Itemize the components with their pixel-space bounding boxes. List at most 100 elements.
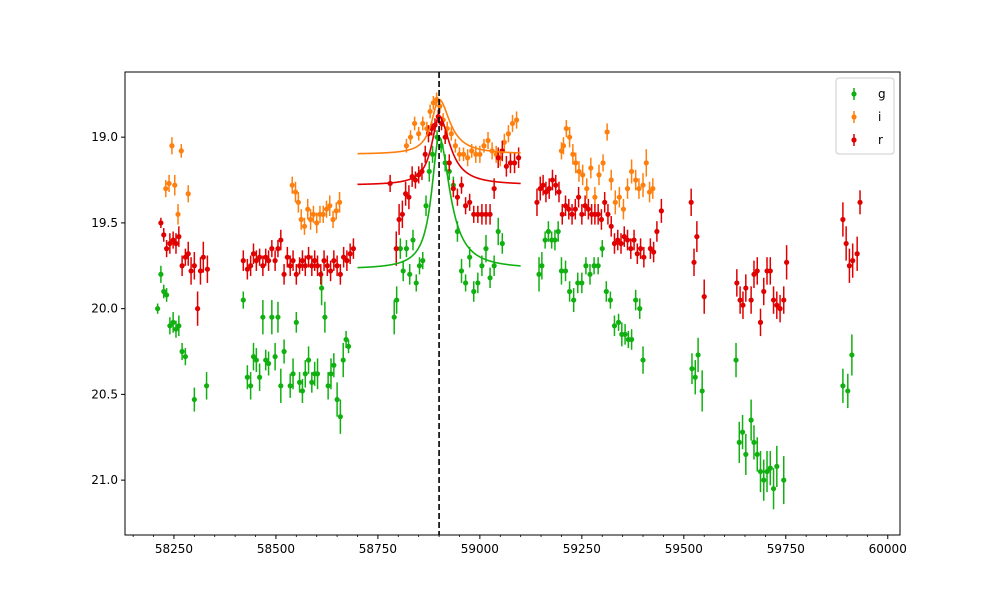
- data-point-i-5: [178, 148, 184, 154]
- data-point-i-70: [624, 186, 631, 192]
- series-i: [163, 92, 656, 235]
- data-point-g-106: [692, 374, 698, 380]
- data-point-r-34: [296, 263, 303, 269]
- data-point-g-119: [767, 465, 773, 471]
- data-point-r-133: [748, 297, 754, 303]
- model-curve-1: [357, 115, 521, 186]
- data-point-g-18: [260, 314, 266, 320]
- data-point-i-43: [481, 143, 487, 149]
- data-point-g-117: [761, 477, 767, 483]
- data-point-g-46: [391, 314, 397, 320]
- data-point-i-36: [452, 143, 458, 149]
- data-point-r-38: [309, 263, 315, 269]
- data-point-r-109: [605, 211, 611, 217]
- data-point-r-142: [777, 306, 783, 312]
- data-point-i-50: [509, 120, 516, 127]
- y-tick-label-2: 20.0: [91, 302, 118, 316]
- data-point-g-28: [293, 319, 299, 325]
- legend-label-r: r: [878, 133, 883, 147]
- data-point-r-33: [293, 271, 299, 277]
- data-point-g-73: [491, 263, 497, 269]
- data-point-r-72: [458, 182, 465, 188]
- data-point-r-20: [253, 258, 259, 264]
- data-point-r-96: [562, 203, 569, 209]
- data-point-r-93: [553, 182, 559, 188]
- data-point-g-51: [407, 271, 413, 277]
- data-point-g-123: [840, 383, 846, 389]
- data-point-r-88: [537, 186, 543, 192]
- data-point-r-97: [566, 206, 572, 212]
- data-point-r-31: [287, 263, 293, 269]
- data-point-r-40: [314, 263, 321, 269]
- data-point-g-71: [483, 246, 489, 252]
- data-point-r-10: [188, 268, 194, 274]
- data-point-r-134: [751, 271, 757, 277]
- data-point-r-39: [312, 258, 318, 264]
- data-point-g-96: [611, 323, 618, 329]
- data-point-i-0: [163, 186, 169, 192]
- data-point-g-48: [397, 246, 403, 252]
- data-point-g-99: [622, 331, 628, 337]
- data-point-g-83: [558, 268, 565, 274]
- data-point-g-14: [248, 383, 254, 389]
- data-point-r-11: [191, 263, 197, 269]
- data-point-i-69: [620, 206, 627, 212]
- data-point-g-122: [781, 477, 787, 483]
- data-point-r-51: [350, 246, 357, 252]
- data-point-i-76: [646, 189, 653, 195]
- data-point-g-124: [845, 388, 851, 394]
- data-point-r-18: [248, 263, 254, 269]
- data-point-g-67: [467, 254, 473, 260]
- x-tick-label-3: 59000: [461, 542, 499, 556]
- data-point-r-132: [743, 285, 749, 291]
- data-point-r-9: [185, 251, 191, 257]
- data-point-g-121: [774, 463, 780, 470]
- data-point-r-36: [302, 263, 308, 269]
- data-point-g-7: [176, 323, 182, 329]
- data-point-i-40: [469, 148, 475, 154]
- data-point-i-24: [407, 134, 414, 140]
- data-point-g-58: [429, 151, 436, 157]
- y-tick-label-1: 19.5: [91, 216, 118, 230]
- data-point-g-93: [599, 246, 605, 252]
- data-point-g-3: [164, 292, 170, 298]
- data-point-r-110: [608, 223, 614, 229]
- x-tick-label-7: 60000: [869, 542, 907, 556]
- data-point-r-129: [734, 280, 740, 286]
- data-point-g-85: [567, 288, 573, 295]
- data-point-g-115: [754, 451, 760, 458]
- data-point-g-30: [299, 388, 306, 394]
- data-point-g-4: [167, 323, 173, 329]
- data-point-r-108: [602, 199, 608, 205]
- data-point-i-71: [629, 168, 635, 175]
- data-point-i-57: [573, 160, 579, 166]
- data-point-i-19: [327, 203, 333, 209]
- data-point-r-12: [195, 306, 201, 312]
- data-point-r-48: [341, 254, 347, 260]
- data-point-i-54: [563, 125, 569, 132]
- y-tick-label-0: 19.0: [91, 130, 118, 144]
- data-point-g-120: [770, 486, 777, 492]
- legend-marker-r: [851, 137, 857, 143]
- data-point-r-125: [688, 199, 694, 205]
- data-point-g-76: [536, 271, 542, 277]
- data-point-r-29: [281, 271, 287, 277]
- data-point-i-53: [560, 143, 567, 149]
- data-point-r-81: [495, 155, 501, 161]
- data-point-g-9: [182, 354, 188, 360]
- data-point-g-82: [555, 228, 561, 235]
- data-point-i-60: [584, 186, 590, 192]
- data-point-r-148: [850, 258, 856, 264]
- data-point-g-75: [499, 240, 505, 247]
- data-point-r-139: [767, 268, 773, 274]
- data-point-g-68: [471, 288, 477, 295]
- data-point-g-78: [542, 237, 548, 243]
- legend: gir: [835, 77, 895, 155]
- data-point-r-75: [471, 211, 477, 217]
- data-point-g-114: [751, 439, 757, 445]
- data-point-r-144: [784, 259, 790, 265]
- data-point-g-50: [403, 246, 410, 252]
- data-point-g-101: [629, 336, 635, 343]
- data-point-g-104: [640, 357, 646, 363]
- data-point-r-56: [403, 191, 409, 197]
